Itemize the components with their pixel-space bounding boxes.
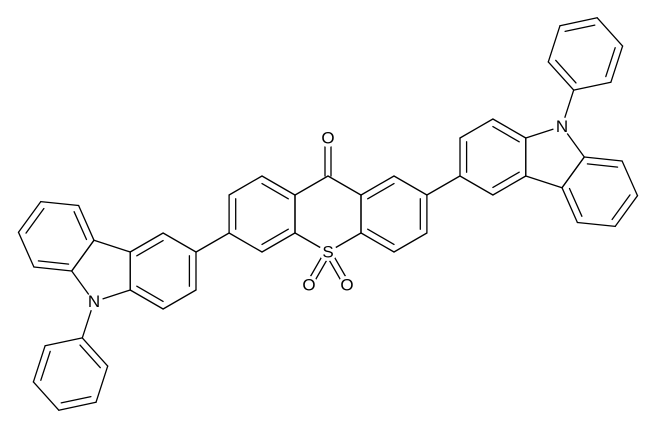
bond xyxy=(79,344,101,369)
bond xyxy=(195,232,230,253)
bond xyxy=(136,285,164,303)
atom-label: N xyxy=(88,292,100,311)
bond xyxy=(162,232,197,253)
bond xyxy=(568,187,583,217)
bond xyxy=(261,232,296,253)
bond xyxy=(60,395,92,404)
bond xyxy=(261,175,296,196)
label-backdrop xyxy=(552,117,571,136)
bond xyxy=(129,232,164,253)
bond xyxy=(583,156,623,162)
bond xyxy=(459,118,494,139)
bond xyxy=(525,175,563,189)
atom-label: O xyxy=(340,276,353,295)
bond xyxy=(547,61,575,91)
bond xyxy=(492,118,527,139)
label-backdrop xyxy=(319,129,337,147)
bond xyxy=(576,221,616,228)
bond xyxy=(71,239,95,272)
bond xyxy=(614,195,639,228)
bond xyxy=(367,228,395,246)
bond xyxy=(40,200,80,207)
bond xyxy=(367,182,395,200)
bond xyxy=(162,289,197,310)
bond xyxy=(93,239,131,253)
bond xyxy=(136,239,164,257)
bond xyxy=(547,25,561,63)
bond xyxy=(37,260,70,265)
bond xyxy=(40,350,51,381)
bond xyxy=(17,231,35,268)
bond xyxy=(561,187,579,224)
label-backdrop xyxy=(85,292,104,311)
bond xyxy=(58,401,97,411)
atom-labels: OSO ONN xyxy=(85,117,571,311)
bond xyxy=(95,365,109,403)
bond xyxy=(426,175,461,196)
bond xyxy=(44,337,83,347)
label-backdrop xyxy=(319,243,337,261)
bond xyxy=(492,171,520,189)
label-backdrop xyxy=(338,276,356,294)
bond xyxy=(564,24,596,33)
bond xyxy=(73,211,88,241)
bond xyxy=(561,156,585,189)
bond xyxy=(32,345,46,383)
bond xyxy=(596,17,624,47)
atom-label: O xyxy=(302,276,315,295)
bond xyxy=(492,175,527,196)
bond xyxy=(17,200,42,233)
bond xyxy=(129,289,164,310)
bond xyxy=(228,232,263,253)
atom-label: S xyxy=(322,243,333,262)
bond xyxy=(393,175,428,196)
bond xyxy=(360,232,395,253)
bond xyxy=(261,182,289,200)
bond xyxy=(32,381,60,411)
bond xyxy=(294,175,329,196)
bond xyxy=(393,232,428,253)
atom-label: O xyxy=(321,129,334,148)
bond xyxy=(25,207,45,234)
bond xyxy=(555,59,577,84)
bond xyxy=(621,160,639,197)
bonds xyxy=(17,17,639,411)
bond xyxy=(586,163,619,168)
bond xyxy=(77,204,95,241)
label-backdrop xyxy=(300,276,318,294)
bond xyxy=(559,17,598,27)
bond xyxy=(228,175,263,196)
bond xyxy=(605,47,616,78)
atom-label: N xyxy=(556,117,568,136)
bond xyxy=(33,266,73,272)
bond xyxy=(573,81,612,91)
bond xyxy=(261,228,289,246)
bond xyxy=(81,337,109,367)
bond xyxy=(610,45,624,83)
bond xyxy=(459,175,494,196)
bond xyxy=(327,175,362,196)
bond xyxy=(611,194,631,221)
bond xyxy=(360,175,395,196)
bond xyxy=(492,125,520,143)
